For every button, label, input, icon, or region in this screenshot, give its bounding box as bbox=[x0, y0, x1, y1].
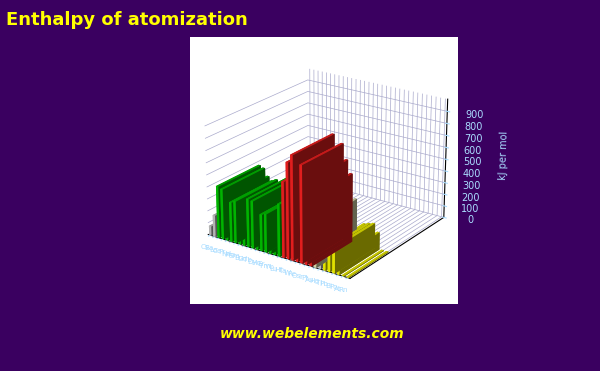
Text: www.webelements.com: www.webelements.com bbox=[220, 327, 404, 341]
Text: Enthalpy of atomization: Enthalpy of atomization bbox=[6, 11, 248, 29]
